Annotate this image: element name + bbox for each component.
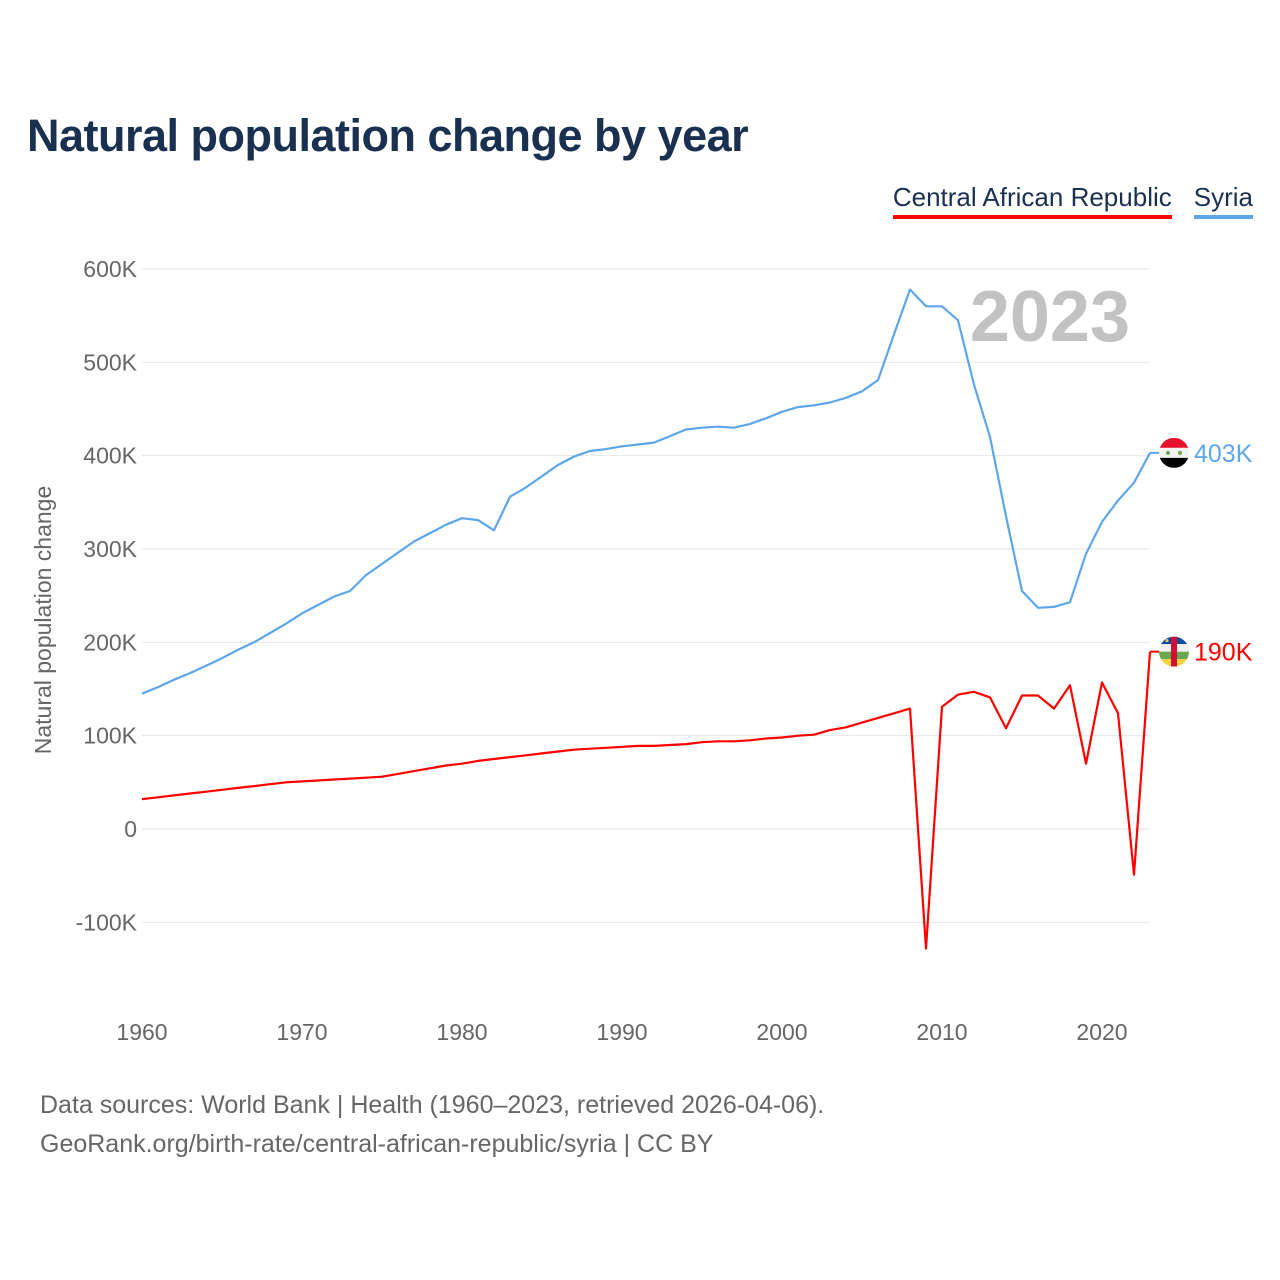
y-tick-label: 400K bbox=[83, 443, 137, 469]
x-tick-label: 1970 bbox=[276, 1019, 327, 1045]
x-tick-label: 1960 bbox=[116, 1019, 167, 1045]
central-african-republic-flag-icon bbox=[1159, 636, 1189, 667]
chart-title: Natural population change by year bbox=[27, 110, 749, 161]
end-value-label: 403K bbox=[1194, 440, 1253, 468]
y-tick-label: 300K bbox=[83, 536, 137, 562]
end-value-label: 190K bbox=[1194, 639, 1253, 667]
y-axis-label: Natural population change bbox=[30, 486, 56, 755]
data-source: Data sources: World Bank | Health (1960–… bbox=[40, 1091, 825, 1119]
series-line-central-african-republic bbox=[141, 651, 1152, 950]
legend: Central African Republic Syria bbox=[892, 182, 1253, 219]
y-tick-label: -100K bbox=[76, 909, 138, 935]
footer: Data sources: World Bank | Health (1960–… bbox=[40, 1086, 824, 1164]
legend-item-syria[interactable]: Syria bbox=[1193, 182, 1253, 219]
y-tick-label: 500K bbox=[83, 349, 137, 375]
series-line-syria bbox=[141, 288, 1151, 695]
y-tick-label: 600K bbox=[83, 256, 137, 282]
y-tick-label: 100K bbox=[83, 723, 137, 749]
x-tick-label: 1980 bbox=[436, 1019, 487, 1045]
syria-flag-icon bbox=[1159, 437, 1189, 468]
x-tick-label: 2000 bbox=[756, 1019, 807, 1045]
y-tick-label: 200K bbox=[83, 629, 137, 655]
legend-item-central-african-republic[interactable]: Central African Republic bbox=[892, 182, 1172, 219]
x-tick-label: 1990 bbox=[596, 1019, 647, 1045]
x-tick-label: 2020 bbox=[1076, 1019, 1127, 1045]
source-link[interactable]: GeoRank.org/birth-rate/central-african-r… bbox=[40, 1130, 714, 1158]
y-tick-label: 0 bbox=[124, 816, 137, 842]
year-watermark: 2023 bbox=[970, 277, 1130, 357]
x-tick-label: 2010 bbox=[916, 1019, 967, 1045]
